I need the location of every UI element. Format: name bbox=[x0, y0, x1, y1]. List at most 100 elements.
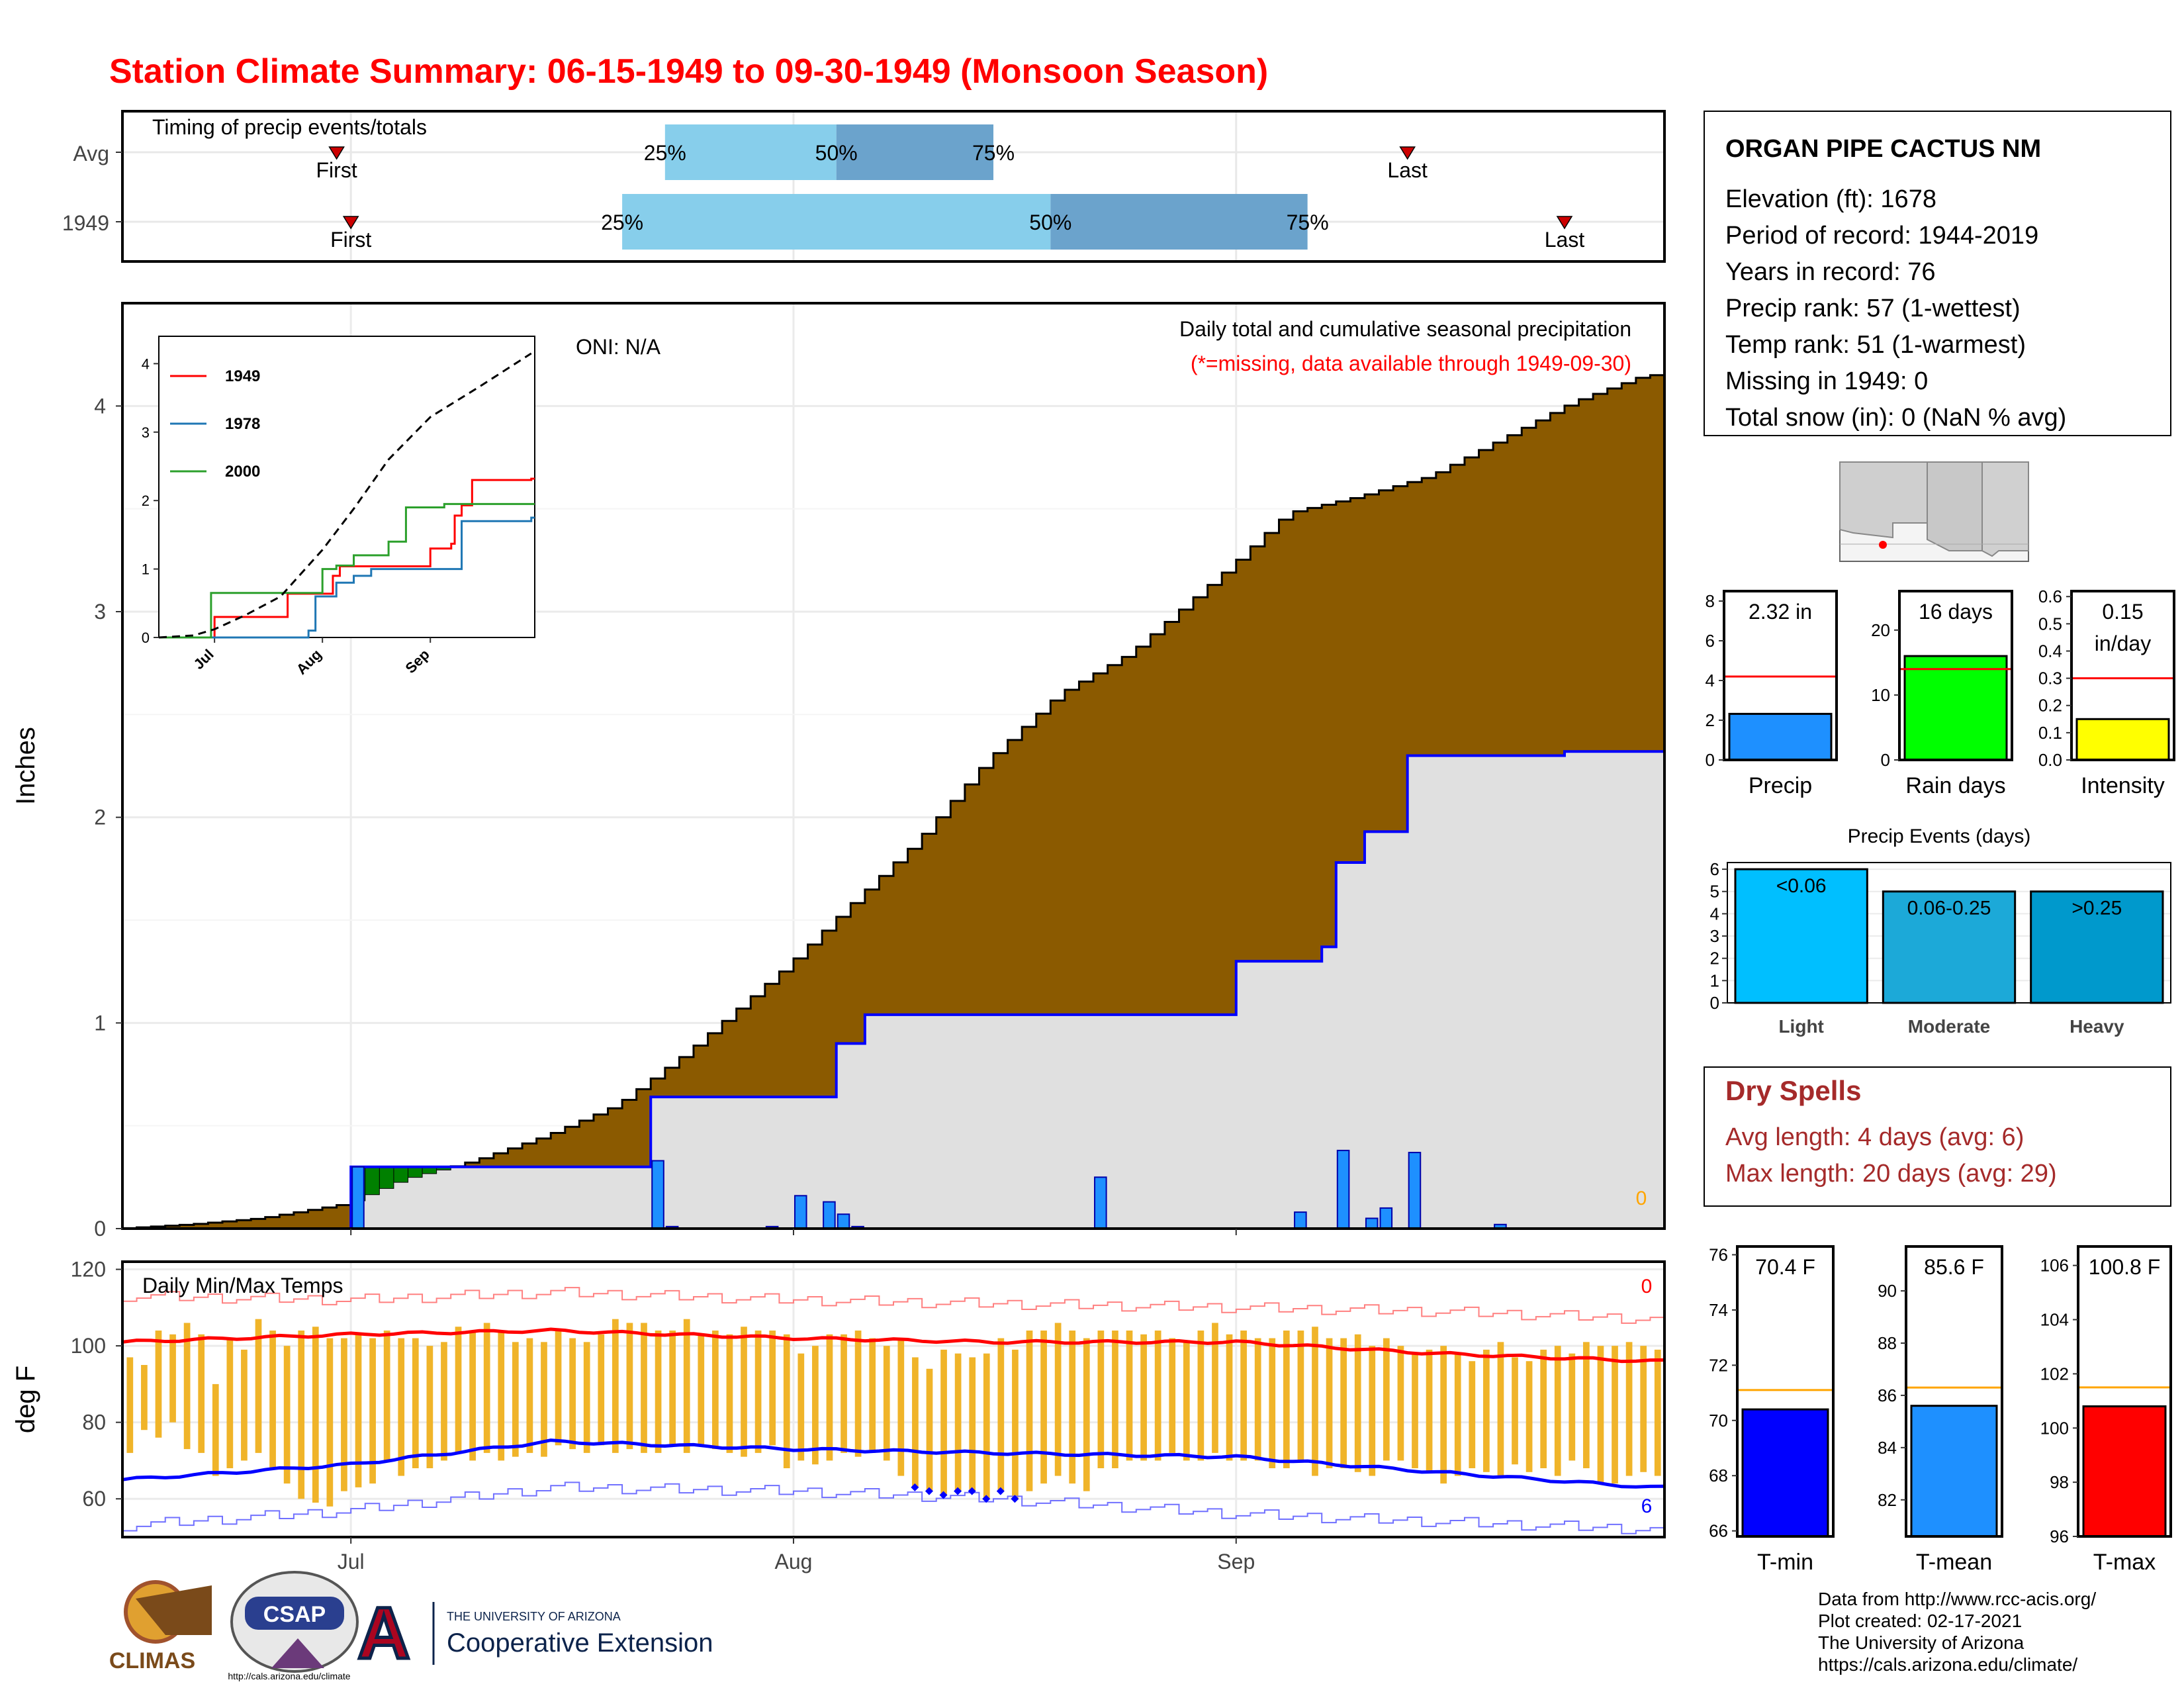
events-bar bbox=[1734, 868, 1868, 1004]
temp-y-label: deg F bbox=[11, 1366, 40, 1433]
daily-temp-bar bbox=[1654, 1349, 1661, 1476]
summary-y-tick-label: 6 bbox=[1706, 631, 1715, 651]
daily-temp-bar bbox=[326, 1338, 334, 1507]
temp-y-tick-label: 100 bbox=[71, 1334, 106, 1358]
summary-y-tick-label: 106 bbox=[2040, 1256, 2069, 1276]
summary-y-tick-label: 102 bbox=[2040, 1364, 2069, 1383]
summary-y-tick-label: 70 bbox=[1709, 1411, 1728, 1430]
temp-y-tick-label: 80 bbox=[82, 1411, 106, 1434]
precip-y-axis: 0 1 2 3 4 bbox=[94, 394, 122, 1241]
daily-temp-bar bbox=[569, 1338, 576, 1450]
daily-temp-bar bbox=[383, 1331, 390, 1461]
daily-temp-bar bbox=[997, 1338, 1005, 1491]
timing-first-marker bbox=[328, 146, 345, 160]
timing-row-year-label: 1949 bbox=[62, 211, 109, 235]
station-detail-line: Elevation (ft): 1678 bbox=[1725, 185, 1936, 213]
station-detail-line: Years in record: 76 bbox=[1725, 258, 1936, 286]
summary-tmean-chart: 82 84 86 88 90 85.6 F T-mean bbox=[1878, 1245, 2003, 1575]
station-detail-line: Missing in 1949: 0 bbox=[1725, 367, 1928, 395]
summary-y-tick-label: 88 bbox=[1878, 1333, 1897, 1353]
precip-panel-frame bbox=[121, 302, 1666, 1230]
precip-panel-subtitle: (*=missing, data available through 1949-… bbox=[1191, 352, 1631, 375]
dry-spells-avg: Avg length: 4 days (avg: 6) bbox=[1725, 1123, 2024, 1151]
daily-temp-bar bbox=[712, 1331, 719, 1450]
summary-category-label: Intensity bbox=[2081, 773, 2165, 798]
record-low-marker bbox=[968, 1487, 976, 1495]
daily-temp-bar bbox=[469, 1331, 476, 1461]
precip-y-tick-label: 0 bbox=[94, 1217, 106, 1241]
events-bar-label: >0.25 bbox=[2071, 898, 2122, 919]
daily-temp-bar bbox=[669, 1331, 676, 1446]
daily-temp-bar bbox=[1040, 1331, 1047, 1484]
daily-temp-bar bbox=[126, 1357, 134, 1453]
ua-top-text: THE UNIVERSITY OF ARIZONA bbox=[447, 1610, 621, 1623]
daily-temp-bar bbox=[1512, 1357, 1518, 1465]
timing-bars: 25% 50% 75% First Last 25% 50% 75% First Last bbox=[116, 124, 1584, 252]
timing-first-marker bbox=[342, 216, 359, 230]
daily-temp-bar bbox=[1026, 1331, 1033, 1491]
record-low-marker bbox=[925, 1487, 933, 1495]
timing-p25-label: 25% bbox=[601, 211, 643, 234]
summary-y-tick-label: 0.0 bbox=[2038, 750, 2062, 770]
summary-frame bbox=[1736, 1245, 1835, 1538]
daily-temp-bar bbox=[398, 1338, 405, 1476]
precip-y-tick-label: 1 bbox=[94, 1011, 106, 1035]
summary-y-tick-label: 0 bbox=[1706, 750, 1715, 770]
daily-temp-bar bbox=[1497, 1342, 1504, 1476]
map-new-mexico bbox=[1981, 461, 2029, 557]
timing-row-avg-label: Avg bbox=[73, 142, 109, 165]
daily-temp-bar bbox=[1397, 1346, 1404, 1461]
daily-temp-bar bbox=[483, 1323, 490, 1453]
events-y-tick-label: 1 bbox=[1710, 970, 1719, 990]
daily-temp-bar bbox=[1540, 1349, 1547, 1468]
timing-panel: 25% 50% 75% First Last 25% 50% 75% First Last Tim… bbox=[62, 110, 1666, 263]
summary-category-label: T-max bbox=[2093, 1550, 2156, 1575]
events-y-tick-label: 6 bbox=[1710, 859, 1719, 879]
climas-logo-text: CLIMAS bbox=[109, 1648, 195, 1673]
events-category-label: Heavy bbox=[2070, 1016, 2124, 1037]
precip-panel: 0 1 2 3 4 Daily total and cumulative seasona… bbox=[11, 302, 1666, 1241]
daily-temp-bar bbox=[1554, 1346, 1561, 1476]
events-y-tick-label: 5 bbox=[1710, 882, 1719, 902]
daily-temp-bar bbox=[312, 1327, 319, 1503]
inset-series-line bbox=[159, 477, 535, 639]
daily-temp-bar bbox=[769, 1331, 776, 1446]
summary-precip-chart: 0 2 4 6 8 2.32 in Precip bbox=[1706, 590, 1838, 798]
summary-value-label: 70.4 F bbox=[1755, 1255, 1815, 1279]
station-box-frame bbox=[1704, 111, 2171, 436]
station-detail-line: Period of record: 1944-2019 bbox=[1725, 222, 2038, 250]
temp-y-tick-label: 120 bbox=[71, 1258, 106, 1282]
summary-y-tick-label: 2 bbox=[1706, 710, 1715, 730]
timing-first-label: First bbox=[316, 158, 357, 182]
daily-temp-bar bbox=[940, 1349, 947, 1495]
summary-frame bbox=[2070, 590, 2175, 761]
precip-panel-title: Daily total and cumulative seasonal prec… bbox=[1179, 317, 1631, 341]
daily-temp-bar bbox=[1297, 1331, 1304, 1461]
ua-letter: A bbox=[357, 1593, 410, 1674]
summary-frame bbox=[1905, 1245, 2003, 1538]
daily-temp-bar bbox=[269, 1331, 276, 1468]
daily-temp-bar bbox=[1597, 1346, 1604, 1484]
oni-label: ONI: N/A bbox=[576, 335, 661, 359]
daily-temp-bar bbox=[626, 1323, 633, 1450]
daily-temp-bar bbox=[341, 1338, 347, 1491]
summary-y-tick-label: 74 bbox=[1709, 1300, 1728, 1320]
timing-p50-label: 50% bbox=[815, 141, 858, 165]
inset-y-tick-label: 1 bbox=[142, 561, 150, 578]
timing-p75-label: 75% bbox=[1287, 211, 1329, 234]
daily-temp-bar bbox=[598, 1334, 605, 1446]
inset-y-tick-label: 0 bbox=[142, 630, 150, 646]
precip-cumulative-areas bbox=[121, 374, 1666, 1230]
daily-temp-bar bbox=[1354, 1334, 1361, 1472]
x-axis: Jul Aug Sep bbox=[338, 1229, 1255, 1573]
daily-precip-bar bbox=[1365, 1217, 1379, 1230]
summary-tmin-chart: 66 68 70 72 74 76 70.4 F T-min bbox=[1709, 1245, 1835, 1575]
observed-cumulative-area bbox=[122, 751, 1664, 1229]
temp-y-axis: 60 80 100 120 bbox=[71, 1258, 122, 1511]
credit-line-1: Data from http://www.rcc-acis.org/ bbox=[1818, 1589, 2096, 1609]
daily-temp-bar bbox=[655, 1331, 662, 1453]
daily-precip-bar bbox=[794, 1195, 807, 1229]
daily-temp-bar bbox=[1112, 1331, 1118, 1468]
temp-count-bottom: 6 bbox=[1641, 1495, 1653, 1517]
daily-temp-bar bbox=[826, 1334, 833, 1461]
